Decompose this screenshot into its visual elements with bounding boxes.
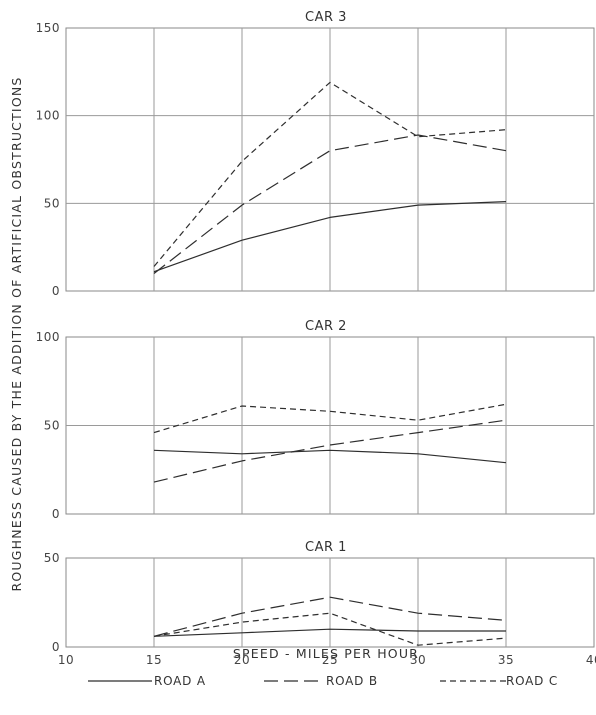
x-tick-label: 25 bbox=[322, 653, 338, 667]
panel-car-2: 0 50 100 CAR 2 bbox=[36, 319, 595, 521]
x-tick-label: 35 bbox=[498, 653, 514, 667]
x-tick-label: 30 bbox=[410, 653, 426, 667]
x-tick-label: 10 bbox=[58, 653, 74, 667]
series-line-road-a bbox=[153, 201, 507, 273]
panel-title: CAR 3 bbox=[305, 10, 347, 25]
x-tick-label: 40 bbox=[586, 653, 596, 667]
y-tick-label: 50 bbox=[44, 196, 60, 210]
x-tick-label: 15 bbox=[146, 653, 162, 667]
legend-label: ROAD B bbox=[326, 674, 378, 688]
series-line-road-a bbox=[153, 449, 507, 464]
series-line-road-b bbox=[153, 596, 507, 637]
y-tick-label: 100 bbox=[36, 330, 60, 344]
series-line-road-c bbox=[153, 81, 507, 267]
series-line-road-a bbox=[153, 628, 506, 637]
y-tick-label: 100 bbox=[36, 109, 60, 123]
y-tick-label: 0 bbox=[52, 640, 60, 654]
panel-car-3: 0 50 100 150 CAR 3 bbox=[36, 10, 595, 298]
legend-label: ROAD C bbox=[506, 674, 558, 688]
y-axis-label: ROUGHNESS CAUSED BY THE ADDITION OF ARTI… bbox=[9, 76, 24, 591]
panel-car-1: 0 50 CAR 1 bbox=[44, 540, 595, 654]
y-tick-label: 50 bbox=[44, 419, 60, 433]
series-line-road-b bbox=[153, 419, 507, 483]
y-tick-label: 0 bbox=[52, 284, 60, 298]
series-line-road-c bbox=[153, 612, 507, 646]
panel-title: CAR 1 bbox=[305, 540, 347, 555]
panel-title: CAR 2 bbox=[305, 319, 347, 334]
legend: ROAD A ROAD B ROAD C bbox=[88, 674, 558, 688]
x-axis-label: SPEED - MILES PER HOUR bbox=[233, 646, 419, 661]
legend-label: ROAD A bbox=[154, 674, 206, 688]
y-tick-label: 150 bbox=[36, 21, 60, 35]
series-line-road-c bbox=[153, 403, 507, 434]
y-tick-label: 0 bbox=[52, 507, 60, 521]
x-tick-label: 20 bbox=[234, 653, 250, 667]
y-tick-label: 50 bbox=[44, 551, 60, 565]
chart-panels: 0 50 100 150 CAR 3 0 50 100 CAR 2 0 50 CAR 1 10 15 20 2… bbox=[36, 10, 596, 667]
